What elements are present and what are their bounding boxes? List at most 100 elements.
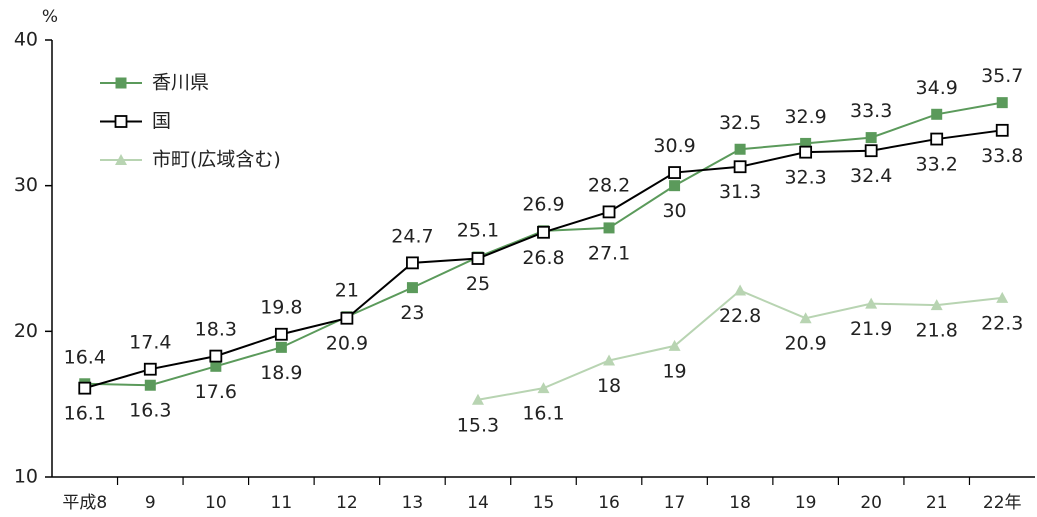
point	[865, 132, 877, 144]
y-unit: %	[42, 7, 58, 27]
data-label: 33.8	[981, 145, 1023, 167]
data-label: 25.1	[457, 220, 499, 242]
point	[78, 381, 92, 395]
data-label: 17.4	[129, 332, 171, 354]
data-label: 15.3	[457, 414, 499, 436]
legend-label: 市町(広域含む)	[152, 149, 281, 171]
x-tick-label: 平成8	[62, 493, 107, 513]
x-tick-label: 15	[533, 493, 555, 513]
point	[144, 379, 156, 391]
point	[799, 145, 813, 159]
y-tick-label: 20	[14, 320, 38, 342]
point	[275, 341, 287, 353]
data-label: 26.9	[522, 193, 564, 215]
x-tick-label: 14	[467, 493, 489, 513]
x-tick-label: 20	[860, 493, 882, 513]
point	[864, 144, 878, 158]
legend-marker	[115, 77, 127, 89]
data-label: 18	[597, 375, 621, 397]
point	[734, 143, 746, 155]
data-label: 30	[662, 200, 686, 222]
data-label: 32.9	[784, 106, 826, 128]
point	[734, 284, 747, 296]
data-label: 26.8	[522, 247, 564, 269]
point	[274, 327, 288, 341]
x-tick-label: 16	[598, 493, 620, 513]
point	[537, 382, 550, 394]
data-label: 34.9	[916, 77, 958, 99]
point	[865, 297, 878, 309]
point	[340, 311, 354, 325]
x-tick-label: 10	[205, 493, 227, 513]
x-tick-label: 19	[795, 493, 817, 513]
legend-marker	[114, 115, 128, 128]
x-tick-label: 22年	[983, 493, 1022, 513]
data-label: 18.9	[260, 362, 302, 384]
x-tick-label: 17	[664, 493, 686, 513]
point	[406, 282, 418, 294]
data-label: 21	[335, 279, 359, 301]
x-tick-label: 9	[145, 493, 156, 513]
point	[603, 354, 616, 366]
data-label: 25	[466, 273, 490, 295]
data-label: 19.8	[260, 297, 302, 319]
point	[603, 222, 615, 234]
point	[799, 312, 812, 324]
point	[996, 291, 1009, 303]
point	[668, 166, 681, 179]
point	[669, 180, 681, 192]
x-tick-label: 18	[729, 493, 751, 513]
data-label: 16.1	[522, 403, 564, 425]
x-tick-label: 13	[402, 493, 424, 513]
y-tick-label: 10	[14, 466, 38, 488]
data-label: 21.8	[916, 320, 958, 342]
point	[209, 349, 223, 363]
point	[668, 339, 681, 351]
data-label: 23	[400, 302, 424, 324]
data-label: 22.3	[981, 312, 1023, 334]
point	[996, 97, 1008, 109]
point	[930, 299, 943, 311]
point	[930, 132, 944, 146]
point	[931, 108, 943, 120]
data-label: 27.1	[588, 242, 630, 264]
point	[210, 360, 222, 372]
data-label: 18.3	[195, 319, 237, 341]
data-label: 16.3	[129, 400, 171, 422]
data-label: 32.4	[850, 165, 892, 187]
data-label: 20.9	[784, 333, 826, 355]
data-label: 30.9	[653, 135, 695, 157]
data-label: 32.5	[719, 112, 761, 134]
data-label: 21.9	[850, 318, 892, 340]
series-line	[84, 101, 1003, 387]
point	[406, 256, 419, 270]
x-tick-label: 21	[926, 493, 948, 513]
data-label: 31.3	[719, 181, 761, 203]
data-label: 33.2	[916, 154, 958, 176]
x-tick-label: 11	[271, 493, 293, 513]
data-label: 24.7	[391, 225, 433, 247]
point	[602, 205, 616, 219]
y-tick-label: 40	[14, 29, 38, 51]
legend-label: 香川県	[152, 72, 209, 94]
data-label: 17.6	[195, 381, 237, 403]
data-label: 33.3	[850, 100, 892, 122]
data-label: 35.7	[981, 65, 1023, 87]
point	[471, 393, 484, 405]
data-label: 16.4	[64, 346, 106, 368]
data-label: 16.1	[64, 403, 106, 425]
legend-marker	[115, 154, 127, 165]
point	[733, 160, 747, 174]
point	[537, 225, 550, 239]
point	[800, 137, 812, 149]
point	[995, 123, 1009, 137]
data-label: 20.9	[326, 333, 368, 355]
data-label: 28.2	[588, 174, 630, 196]
x-tick-label: 12	[336, 493, 358, 513]
data-label: 22.8	[719, 305, 761, 327]
y-tick-label: 30	[14, 174, 38, 196]
point	[143, 362, 157, 376]
data-label: 19	[662, 360, 686, 382]
legend-label: 国	[152, 110, 171, 132]
